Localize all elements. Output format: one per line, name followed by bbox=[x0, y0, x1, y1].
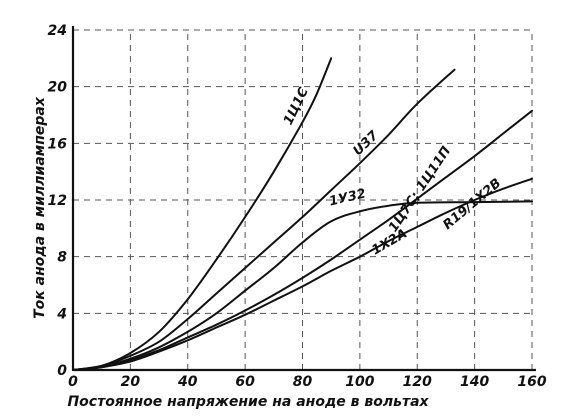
x-tick-label: 140 bbox=[460, 374, 489, 390]
x-tick-label: 100 bbox=[345, 374, 374, 390]
series-line bbox=[72, 57, 333, 371]
grid bbox=[73, 29, 533, 370]
y-axis-title: Ток анода в миллиамперах bbox=[32, 96, 48, 319]
series-line bbox=[72, 109, 533, 371]
curve-label: 1Х2А bbox=[369, 226, 410, 258]
x-axis-title: Постоянное напряжение на аноде в вольтах bbox=[67, 394, 429, 410]
x-tick-label: 20 bbox=[121, 374, 141, 390]
x-tick-label: 160 bbox=[517, 374, 546, 390]
y-tick-label: 20 bbox=[48, 80, 68, 96]
x-tick-label: 60 bbox=[235, 374, 255, 390]
series-lines bbox=[72, 57, 533, 371]
x-tick-label: 0 bbox=[68, 374, 78, 390]
y-tick-label: 0 bbox=[57, 363, 67, 379]
curve-label: U37 bbox=[351, 128, 383, 159]
tick-labels: 0 20 40 60 80 100 120 140 160 0 4 8 12 16 20 24 bbox=[48, 23, 547, 390]
series-line bbox=[72, 200, 533, 371]
curve-label: 1У32 bbox=[328, 187, 368, 210]
y-tick-label: 12 bbox=[48, 193, 67, 209]
y-tick-label: 24 bbox=[48, 23, 67, 39]
curve-label: R19/1Х2В bbox=[440, 176, 504, 233]
x-tick-label: 80 bbox=[293, 374, 313, 390]
y-tick-label: 4 bbox=[56, 306, 67, 322]
axes bbox=[71, 26, 536, 372]
y-tick-label: 16 bbox=[48, 136, 68, 152]
series-line bbox=[72, 68, 456, 371]
x-tick-label: 120 bbox=[403, 374, 432, 390]
series-line bbox=[72, 177, 533, 371]
y-tick-label: 8 bbox=[57, 250, 67, 266]
curve-label: 1Ц1С bbox=[281, 85, 312, 128]
x-tick-label: 40 bbox=[177, 374, 198, 390]
